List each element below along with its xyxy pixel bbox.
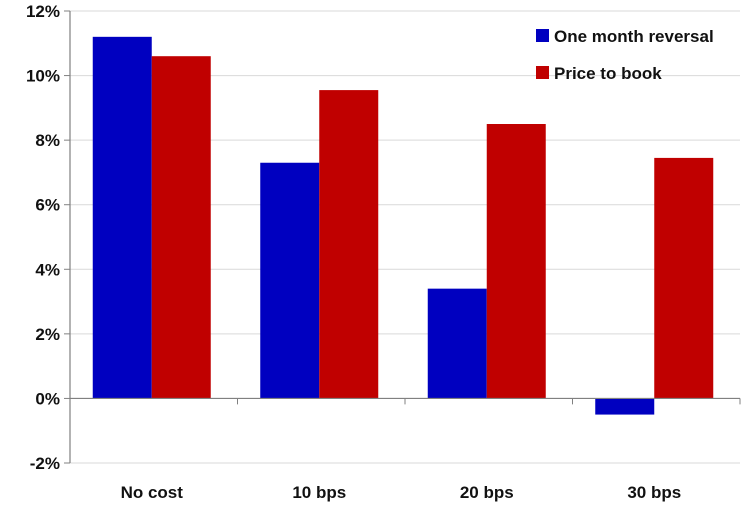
- y-tick-label: 0%: [35, 389, 60, 408]
- bar-one-month-reversal-2: [427, 288, 487, 399]
- legend-label: One month reversal: [554, 27, 714, 46]
- bar-price-to-book-2: [486, 124, 546, 399]
- y-tick-label: 6%: [35, 196, 60, 215]
- y-tick-labels: -2% 0% 2% 4% 6% 8% 10% 12%: [26, 2, 60, 473]
- y-tick-label: -2%: [30, 454, 60, 473]
- y-tick-label: 8%: [35, 131, 60, 150]
- axes: [64, 10, 741, 464]
- x-tick-label: 20 bps: [460, 483, 514, 502]
- y-tick-label: 12%: [26, 2, 60, 21]
- bar-price-to-book-1: [319, 90, 379, 399]
- legend-label: Price to book: [554, 64, 662, 83]
- bar-one-month-reversal-1: [260, 162, 320, 399]
- x-tick-label: 30 bps: [627, 483, 681, 502]
- y-tick-label: 2%: [35, 325, 60, 344]
- bar-price-to-book-3: [654, 157, 714, 399]
- legend-swatch: [536, 66, 549, 79]
- legend-swatch: [536, 29, 549, 42]
- y-tick-label: 10%: [26, 67, 60, 86]
- x-tick-labels: No cost 10 bps 20 bps 30 bps: [121, 483, 682, 502]
- bars: [92, 36, 714, 415]
- bar-one-month-reversal-0: [92, 36, 152, 399]
- bar-one-month-reversal-3: [595, 398, 655, 415]
- y-tick-label: 4%: [35, 260, 60, 279]
- legend: One month reversal Price to book: [536, 27, 714, 83]
- x-tick-label: No cost: [121, 483, 184, 502]
- x-tick-label: 10 bps: [292, 483, 346, 502]
- bar-price-to-book-0: [151, 56, 211, 399]
